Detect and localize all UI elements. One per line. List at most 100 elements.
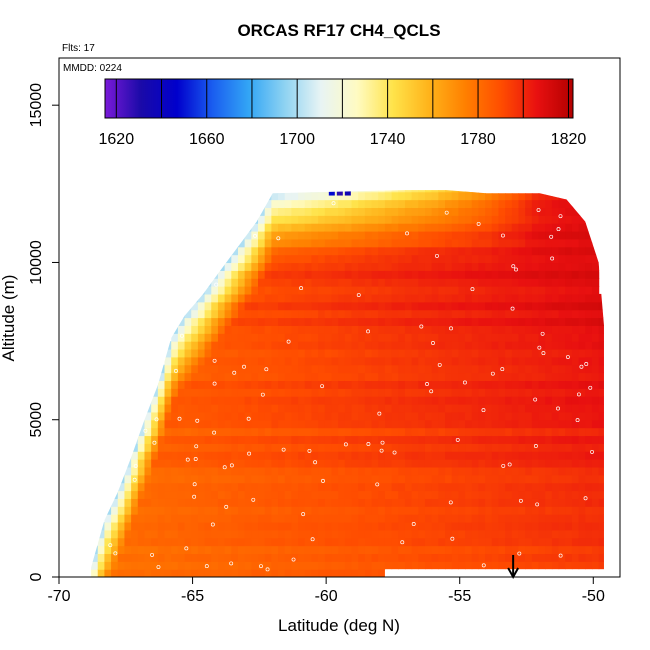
observation-point	[286, 339, 291, 344]
data-cell	[424, 301, 433, 311]
data-cell	[585, 569, 593, 578]
data-cell	[478, 411, 486, 421]
data-cell	[278, 333, 286, 342]
data-cell	[284, 254, 293, 264]
data-cell	[505, 333, 513, 342]
data-cell	[471, 223, 480, 232]
data-cell	[244, 301, 252, 311]
observation-point	[177, 416, 182, 421]
data-cell	[304, 333, 313, 342]
data-cell	[531, 545, 540, 555]
data-cell	[511, 301, 520, 311]
data-cell	[97, 553, 106, 562]
data-cell	[338, 176, 345, 184]
data-cell	[298, 419, 306, 429]
data-cell	[571, 341, 580, 350]
data-cell	[551, 199, 560, 209]
data-cell	[525, 333, 533, 342]
data-cell	[318, 207, 326, 216]
data-cell	[344, 404, 353, 413]
data-cell	[565, 278, 573, 287]
data-cell	[197, 466, 206, 476]
data-cell	[204, 278, 212, 287]
data-cell	[598, 388, 604, 397]
data-cell	[144, 490, 152, 499]
data-cell	[418, 199, 426, 209]
data-cell	[518, 443, 526, 452]
data-cell	[224, 419, 232, 429]
data-cell	[578, 388, 586, 397]
data-cell	[331, 207, 339, 216]
data-cell	[538, 380, 546, 389]
data-cell	[151, 521, 159, 531]
data-cell	[298, 529, 306, 539]
data-cell	[217, 333, 226, 342]
data-cell	[531, 435, 540, 444]
data-cell	[478, 498, 486, 507]
data-cell	[471, 333, 480, 342]
data-cell	[525, 380, 533, 389]
data-cell	[211, 372, 219, 382]
data-cell	[117, 490, 126, 499]
data-cell	[384, 553, 393, 562]
data-cell	[364, 569, 373, 578]
data-cell	[258, 451, 266, 460]
data-cell	[378, 270, 386, 279]
data-cell	[278, 301, 286, 311]
data-cell	[591, 380, 600, 389]
data-cell	[338, 372, 346, 382]
data-cell	[311, 482, 319, 492]
data-cell	[491, 238, 500, 248]
data-cell	[531, 529, 540, 539]
data-cell	[211, 270, 219, 279]
data-cell	[411, 325, 419, 334]
data-cell	[418, 529, 426, 539]
data-cell	[351, 190, 359, 193]
data-cell	[237, 466, 246, 476]
data-cell	[371, 348, 379, 358]
observation-point	[455, 437, 460, 442]
data-cell	[351, 293, 359, 303]
data-cell	[478, 514, 486, 523]
data-cell	[424, 490, 433, 499]
data-cell	[485, 317, 493, 326]
data-cell	[525, 317, 533, 326]
data-cell	[157, 506, 166, 515]
data-cell	[404, 443, 413, 452]
data-cell	[124, 490, 132, 499]
data-cell	[485, 207, 493, 216]
data-cell	[344, 199, 353, 209]
data-cell	[578, 286, 586, 295]
data-cell	[485, 396, 493, 405]
data-cell	[505, 545, 513, 555]
data-cell	[538, 490, 546, 499]
data-cell	[338, 459, 346, 468]
data-cell	[298, 262, 306, 271]
data-cell	[371, 356, 379, 366]
data-cell	[338, 191, 346, 201]
data-cell	[591, 443, 600, 452]
data-cell	[384, 411, 393, 421]
data-cell	[438, 466, 446, 476]
data-cell	[485, 301, 493, 311]
data-cell	[211, 364, 219, 374]
data-cell	[558, 466, 566, 476]
data-cell	[431, 207, 439, 216]
data-cell	[538, 482, 546, 492]
data-cell	[431, 190, 439, 193]
data-cell	[244, 223, 252, 232]
data-cell	[398, 309, 406, 319]
data-cell	[585, 396, 593, 405]
data-cell	[545, 317, 553, 326]
data-cell	[585, 364, 593, 374]
data-cell	[144, 396, 152, 405]
data-cell	[445, 293, 453, 303]
observation-point	[517, 551, 522, 556]
data-cell	[224, 364, 232, 374]
data-cell	[191, 380, 199, 389]
data-cell	[424, 427, 433, 437]
observation-point	[575, 418, 580, 423]
data-cell	[364, 561, 373, 570]
data-cell	[518, 553, 526, 562]
observation-point	[229, 561, 234, 566]
